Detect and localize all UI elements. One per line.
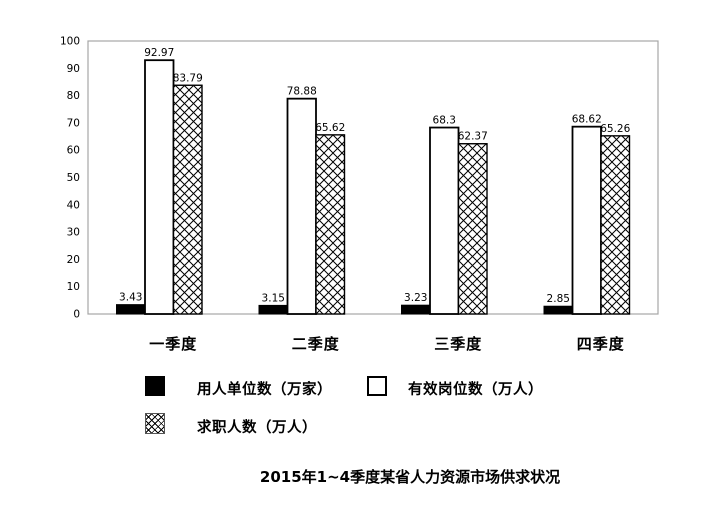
bar-value-label: 65.62 [315, 122, 345, 134]
y-axis-tick-label: 100 [60, 36, 80, 48]
legend-label-jobseekers: 求职人数（万人） [197, 420, 317, 436]
y-axis-tick-label: 80 [67, 90, 80, 102]
x-axis-category-label: 四季度 [576, 335, 625, 353]
y-axis-tick-label: 40 [67, 199, 80, 211]
bar-value-label: 83.79 [173, 72, 203, 84]
y-axis-tick-label: 70 [67, 117, 80, 129]
bar-series0-cat3 [543, 305, 573, 315]
bar-series0-cat1 [258, 304, 288, 315]
bar-value-label: 78.88 [287, 86, 317, 98]
chart-title: 2015年1~4季度某省人力资源市场供求状况 [259, 468, 561, 486]
bar-series1-cat0 [144, 59, 175, 315]
y-axis-tick-label: 20 [67, 254, 80, 266]
y-axis-tick-label: 50 [67, 172, 80, 184]
bar-value-label: 65.26 [600, 123, 630, 135]
y-axis-tick-label: 30 [67, 227, 80, 239]
bar-series1-cat3 [571, 125, 602, 315]
bar-value-label: 92.97 [144, 47, 174, 59]
y-axis-tick-label: 10 [67, 281, 80, 293]
bar-value-label: 68.62 [572, 114, 602, 126]
legend-swatch-solid-black-icon [145, 376, 165, 396]
bar-series1-cat1 [286, 97, 317, 315]
bar-value-label: 3.23 [404, 292, 427, 304]
bar-value-label: 68.3 [433, 115, 456, 127]
bar-series0-cat0 [116, 304, 146, 315]
bar-series2-cat2 [457, 143, 488, 315]
bar-series0-cat2 [401, 304, 431, 315]
bar-series2-cat1 [315, 134, 346, 315]
bar-series2-cat3 [600, 135, 631, 315]
plot-border [87, 40, 659, 315]
legend-swatch-white-outline-icon [367, 376, 387, 396]
y-axis-tick-label: 60 [67, 145, 80, 157]
bar-series1-cat2 [429, 126, 460, 315]
y-axis-tick-label: 0 [73, 309, 80, 321]
bar-value-label: 62.37 [458, 131, 488, 143]
legend-swatch-crosshatch-icon [145, 413, 165, 434]
legend-label-vacancies: 有效岗位数（万人） [408, 382, 543, 398]
y-axis-tick-label: 90 [67, 63, 80, 75]
bar-series2-cat0 [172, 84, 203, 315]
legend-label-employers: 用人单位数（万家） [197, 382, 332, 398]
bar-value-label: 3.15 [262, 292, 285, 304]
bar-value-label: 2.85 [547, 293, 570, 305]
x-axis-category-label: 一季度 [149, 335, 198, 353]
bar-chart-plot: 0 10 20 30 40 50 60 70 80 90 100 3.43 92.97 83.79 3.15… [60, 36, 659, 321]
x-axis-category-label: 二季度 [291, 335, 340, 353]
bar-value-label: 3.43 [119, 292, 142, 304]
x-axis-category-label: 三季度 [434, 335, 483, 353]
